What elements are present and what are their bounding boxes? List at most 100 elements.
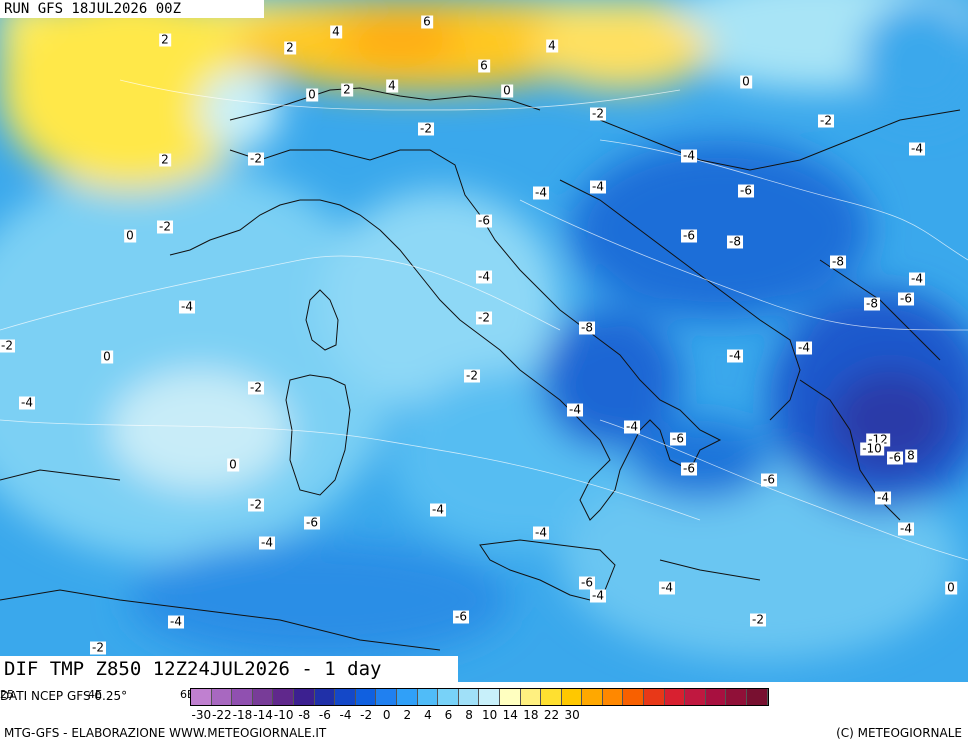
anomaly-shading [0,0,968,660]
contour-label: -8 [830,254,846,269]
run-label: RUN GFS 18JUL2026 00Z [0,0,264,18]
contour-label: 2 [159,152,171,167]
color-swatch [396,689,418,705]
contour-label: -8 [579,320,595,335]
contour-label: -4 [533,185,549,200]
color-swatch [726,689,748,705]
color-swatch [582,689,603,705]
contour-label: -6 [761,472,777,487]
contour-label: -4 [168,614,184,629]
color-swatch [685,689,706,705]
contour-label: -8 [727,234,743,249]
contour-label: 0 [306,87,318,102]
contour-label: -6 [304,515,320,530]
contour-label: -6 [681,461,697,476]
contour-label: 0 [945,580,957,595]
color-swatch [541,689,562,705]
scale-tick-label: 8 [465,708,473,722]
contour-label: -4 [430,502,446,517]
scale-tick-label: 4 [424,708,432,722]
contour-label: 0 [501,83,513,98]
scale-tick-label: -4 [339,708,352,722]
contour-label: -4 [898,521,914,536]
contour-label: -6 [887,450,903,465]
contour-label: -2 [476,310,492,325]
data-source-text: DATI NCEP GFS 0.25° [0,689,128,703]
color-swatch [747,689,768,705]
color-swatch [705,689,727,705]
contour-label: -4 [796,340,812,355]
contour-label: 2 [284,40,296,55]
contour-label: 2 [341,82,353,97]
color-swatch [520,689,542,705]
color-swatch [232,689,253,705]
color-swatch [293,689,315,705]
contour-label: 2 [159,32,171,47]
color-swatch [561,689,583,705]
contour-lines [0,79,968,561]
scale-tick-label: 6 [444,708,453,722]
color-swatch [602,689,624,705]
scale-tick-label: -22 [212,708,232,722]
temperature-anomaly-map [0,0,968,682]
map-title: DIF TMP Z850 12Z24JUL2026 - 1 day [0,656,458,682]
color-swatch [623,689,645,705]
color-swatch [499,689,521,705]
contour-label: -6 [476,213,492,228]
contour-label: -2 [248,497,264,512]
contour-label: -2 [464,368,480,383]
contour-label: -4 [909,141,925,156]
contour-label: -6 [670,431,686,446]
scale-tick-label: -10 [273,708,294,722]
contour-label: 0 [124,228,136,243]
credit-right: (C) METEOGIORNALE [836,726,962,740]
contour-label: 0 [101,349,113,364]
color-swatch [335,689,356,705]
contour-label: 6 [421,14,433,29]
contour-label: -2 [418,121,434,136]
color-swatch [417,689,439,705]
contour-label: -4 [590,179,606,194]
contour-label: -4 [179,299,195,314]
scale-tick-label: -2 [360,708,373,722]
contour-label: -2 [248,151,264,166]
color-swatch [191,689,212,705]
contour-label: -4 [476,269,492,284]
contour-label: -2 [750,612,766,627]
color-swatch [273,689,294,705]
contour-label: -6 [898,291,914,306]
contour-label: -4 [624,419,640,434]
color-swatch [355,689,377,705]
contour-label: -2 [0,338,15,353]
color-swatch [376,689,397,705]
contour-label: -2 [590,106,606,121]
contour-label: -6 [738,183,754,198]
scale-tick-label: -8 [298,708,311,722]
scale-tick-label: 0 [382,708,391,722]
contour-label: 4 [330,24,342,39]
contour-label: -4 [19,395,35,410]
contour-label: 0 [227,457,239,472]
contour-label: -4 [590,588,606,603]
contour-label: 6 [478,58,490,73]
contour-label: -4 [727,348,743,363]
contour-label: -4 [259,535,275,550]
contour-label: 4 [386,78,398,93]
contour-label: -4 [533,525,549,540]
color-scale-bar [190,688,769,706]
scale-tick-label: 18 [523,708,539,722]
contour-label: -10 [860,441,884,456]
contour-label: -4 [567,402,583,417]
scale-tick-label: 14 [502,708,518,722]
contour-label: -4 [659,580,675,595]
edge-mark: 4E [88,688,102,701]
edge-mark: 25 [0,688,14,701]
contour-label: -2 [157,219,173,234]
color-swatch [252,689,274,705]
contour-label: -2 [248,380,264,395]
scale-tick-label: -18 [232,708,253,722]
contour-label: 8 [905,448,917,463]
contour-label: -6 [579,575,595,590]
color-swatch [458,689,480,705]
contour-label: -4 [681,148,697,163]
